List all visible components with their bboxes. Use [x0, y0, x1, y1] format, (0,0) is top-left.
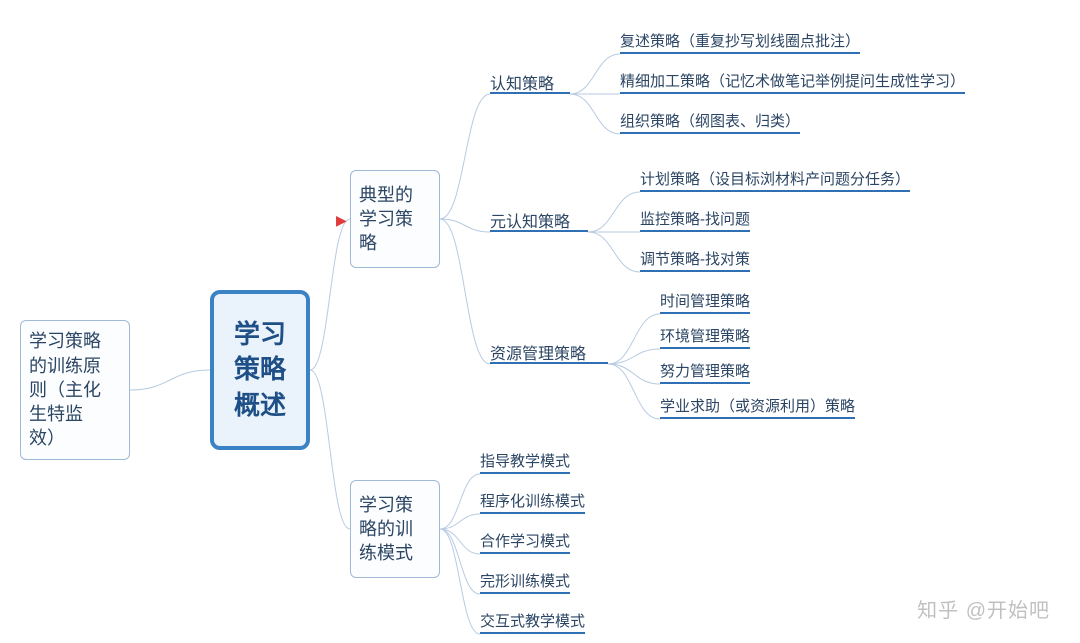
- leaf-node: 组织策略（纲图表、归类）: [620, 110, 800, 134]
- level1-node-typical: 典型的 学习策 略: [350, 170, 440, 268]
- mid-node-resource: 资源管理策略: [490, 340, 608, 364]
- leaf-node: 完形训练模式: [480, 570, 570, 594]
- leaf-node: 环境管理策略: [660, 325, 750, 349]
- leaf-node: 计划策略（设目标浏材料产问题分任务）: [640, 168, 910, 192]
- leaf-node: 合作学习模式: [480, 530, 570, 554]
- leaf-node: 程序化训练模式: [480, 490, 585, 514]
- mid-node-cognitive: 认知策略: [490, 70, 570, 94]
- leaf-node: 复述策略（重复抄写划线圈点批注）: [620, 30, 860, 54]
- leaf-node: 监控策略-找问题: [640, 208, 750, 232]
- leaf-node: 精细加工策略（记忆术做笔记举例提问生成性学习）: [620, 70, 965, 94]
- leaf-node: 交互式教学模式: [480, 610, 585, 634]
- leaf-node: 努力管理策略: [660, 360, 750, 384]
- leaf-node: 时间管理策略: [660, 290, 750, 314]
- flag-icon: ▶: [336, 213, 347, 227]
- root-node: 学习 策略 概述: [210, 290, 310, 450]
- leaf-node: 指导教学模式: [480, 450, 570, 474]
- mid-node-metacog: 元认知策略: [490, 208, 588, 232]
- level1-node-left: 学习策略 的训练原 则（主化 生特监 效）: [20, 320, 130, 460]
- level1-node-train: 学习策 略的训 练模式: [350, 480, 440, 578]
- watermark: 知乎 @开始吧: [917, 594, 1050, 623]
- leaf-node: 调节策略-找对策: [640, 248, 750, 272]
- leaf-node: 学业求助（或资源利用）策略: [660, 395, 855, 419]
